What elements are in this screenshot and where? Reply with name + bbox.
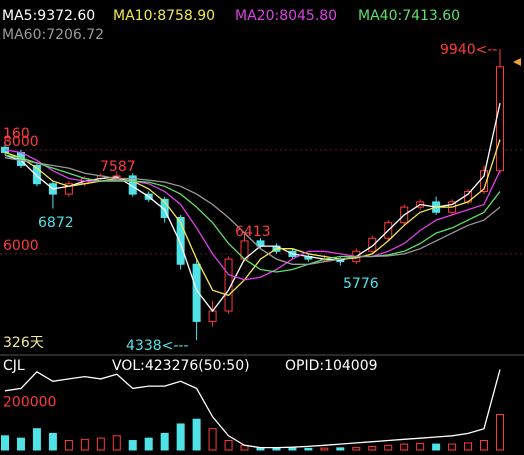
volume-bar [144, 437, 153, 451]
volume-bar [288, 447, 297, 451]
candle-body [256, 240, 265, 247]
annotation: 6872 [38, 215, 74, 231]
annotation: 4338<--- [126, 338, 189, 354]
legend-entry: MA5:9372.60 [2, 8, 95, 24]
volume-label: VOL:423276(50:50) [112, 358, 250, 374]
line [4, 154, 501, 273]
y-tick-label: 8000 [3, 134, 39, 150]
volume-bar [48, 432, 57, 451]
candle-body [192, 263, 201, 322]
volume-bar [80, 438, 89, 451]
volume-bar [496, 413, 504, 451]
candle-body [224, 258, 233, 312]
annotation: 160 [3, 126, 30, 142]
volume-bar [320, 447, 329, 451]
legend-entry: OPID:104009 [285, 358, 378, 374]
volume-bar [448, 443, 457, 451]
candle-body [496, 66, 504, 172]
candle-body [368, 237, 377, 252]
volume-bar [176, 423, 185, 451]
volume-bar [32, 428, 41, 451]
volume-bar [64, 440, 73, 451]
volume-bar [160, 432, 169, 451]
annotation: 9940<-- [440, 42, 497, 58]
volume-bar [208, 428, 217, 451]
volume-bar [112, 435, 121, 451]
volume-bar [304, 447, 313, 451]
volume-bar [368, 445, 377, 451]
volume-bar [400, 443, 409, 451]
legend-entry: MA20:8045.80 [235, 8, 337, 24]
volume-bar [480, 440, 489, 451]
legend-entry: MA40:7413.60 [358, 8, 460, 24]
candle-body [64, 183, 73, 195]
volume-bar [416, 442, 425, 451]
line [4, 139, 501, 297]
line [4, 157, 501, 265]
candle-body [160, 198, 169, 218]
volume-bar [128, 440, 137, 451]
volume-bar [192, 418, 201, 451]
candle-body [208, 310, 217, 322]
volume-title: CJL [3, 358, 25, 374]
candle-body [480, 170, 489, 193]
volume-bar [384, 444, 393, 451]
candle-body [32, 165, 41, 185]
candle-body [176, 216, 185, 265]
annotation: 7587 [100, 159, 136, 175]
volume-bar [272, 447, 281, 451]
annotation: 326天 [3, 335, 44, 351]
volume-bar [96, 437, 105, 451]
annotation: 6413 [235, 224, 271, 240]
volume-bar [464, 442, 473, 451]
volume-bar [336, 447, 345, 451]
y-tick-label: 200000 [3, 395, 56, 411]
legend-entry: MA60:7206.72 [2, 27, 104, 43]
volume-bar [352, 447, 361, 451]
volume-bar [432, 443, 441, 451]
legend-entry: MA10:8758.90 [113, 8, 215, 24]
price-marker [513, 58, 521, 66]
annotation: 5776 [343, 276, 379, 292]
volume-bar [1, 435, 9, 451]
line [4, 369, 501, 449]
line [4, 149, 501, 281]
y-tick-label: 6000 [3, 238, 39, 254]
volume-bar [224, 440, 233, 451]
volume-bar [16, 437, 25, 451]
